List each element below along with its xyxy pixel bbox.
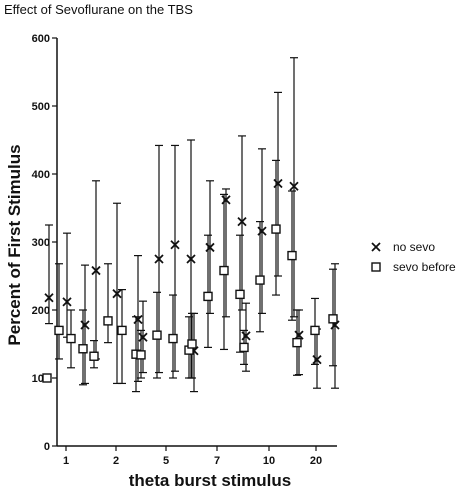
data-point-sevo-before — [255, 275, 265, 285]
data-point-sevo-before — [152, 330, 162, 340]
data-point-no-sevo — [80, 320, 90, 330]
data-point-no-sevo — [112, 289, 122, 299]
data-point-no-sevo — [294, 330, 304, 340]
data-point-sevo-before — [66, 333, 76, 344]
legend-x-symbol — [371, 242, 381, 252]
data-point-no-sevo — [186, 254, 196, 264]
data-point-no-sevo — [221, 195, 231, 205]
data-point-sevo-before — [310, 325, 320, 336]
y-tick-label: 600 — [32, 33, 50, 45]
x-tick-label: 10 — [263, 455, 275, 467]
x-marker-stroke — [112, 289, 122, 299]
x-marker-stroke — [371, 242, 381, 252]
x-marker-stroke — [62, 297, 72, 307]
data-point-no-sevo — [138, 332, 148, 342]
data-point-no-sevo — [154, 254, 164, 264]
data-point-no-sevo — [205, 242, 215, 253]
x-marker-stroke — [133, 314, 143, 325]
y-tick-label: 200 — [32, 305, 50, 317]
data-point-sevo-before — [117, 325, 127, 336]
data-point-no-sevo — [44, 293, 54, 303]
x-marker-stroke — [170, 240, 180, 250]
x-tick-label: 1 — [63, 455, 69, 467]
x-axis-title: theta burst stimulus — [129, 471, 291, 490]
x-marker-stroke — [237, 216, 247, 227]
data-point-sevo-before — [103, 316, 113, 326]
y-axis-title: Percent of First Stimulus — [5, 144, 24, 345]
x-tick-label: 5 — [163, 455, 169, 467]
data-point-sevo-before — [287, 250, 297, 261]
legend-square-symbol — [371, 262, 381, 272]
legend-marker-square — [371, 262, 381, 272]
x-tick-label: 2 — [113, 455, 119, 467]
data-marks — [42, 57, 340, 393]
data-point-sevo-before — [239, 342, 249, 353]
x-marker-stroke — [91, 265, 101, 276]
data-point-no-sevo — [91, 265, 101, 276]
legend-label-sevo-before: sevo before — [393, 260, 456, 274]
data-point-sevo-before — [42, 373, 52, 383]
data-point-sevo-before — [328, 314, 338, 324]
data-point-sevo-before — [219, 265, 229, 276]
legend-item-sevo-before: sevo before — [371, 260, 456, 274]
legend: no sevo sevo before — [371, 240, 456, 274]
x-marker-stroke — [80, 320, 90, 330]
data-point-sevo-before — [89, 351, 99, 361]
data-point-sevo-before — [78, 344, 88, 354]
y-tick-label: 500 — [32, 101, 50, 113]
data-point-sevo-before — [187, 339, 197, 349]
data-point-no-sevo — [133, 314, 143, 325]
x-marker-stroke — [44, 293, 54, 303]
x-marker-stroke — [241, 331, 251, 341]
legend-item-no-sevo: no sevo — [371, 240, 435, 254]
data-point-sevo-before — [54, 325, 64, 336]
x-marker-stroke — [312, 355, 322, 365]
data-point-no-sevo — [312, 355, 322, 365]
chart-title: Effect of Sevoflurane on the TBS — [4, 2, 193, 17]
data-point-no-sevo — [62, 297, 72, 307]
x-marker-stroke — [289, 181, 299, 191]
x-marker-stroke — [186, 254, 196, 264]
data-point-no-sevo — [289, 181, 299, 191]
x-tick-label: 20 — [310, 455, 322, 467]
data-point-sevo-before — [136, 350, 146, 360]
data-point-no-sevo — [241, 331, 251, 341]
y-tick-label: 300 — [32, 237, 50, 249]
x-marker-stroke — [205, 242, 215, 253]
data-point-sevo-before — [168, 333, 178, 344]
data-point-no-sevo — [237, 216, 247, 227]
data-point-no-sevo — [170, 240, 180, 250]
legend-label-no-sevo: no sevo — [393, 240, 435, 254]
data-point-sevo-before — [235, 289, 245, 300]
data-point-sevo-before — [271, 224, 281, 234]
x-marker-stroke — [138, 332, 148, 342]
data-point-no-sevo — [257, 226, 267, 236]
x-marker-stroke — [154, 254, 164, 264]
x-marker-stroke — [273, 178, 283, 189]
data-point-no-sevo — [273, 178, 283, 189]
x-tick-label: 7 — [214, 455, 220, 467]
y-tick-label: 400 — [32, 169, 50, 181]
data-point-sevo-before — [292, 337, 302, 348]
data-point-sevo-before — [203, 291, 213, 302]
legend-marker-x — [371, 242, 381, 252]
y-tick-label: 0 — [44, 441, 50, 453]
x-marker-stroke — [257, 226, 267, 236]
x-marker-stroke — [221, 195, 231, 205]
x-marker-stroke — [294, 330, 304, 340]
